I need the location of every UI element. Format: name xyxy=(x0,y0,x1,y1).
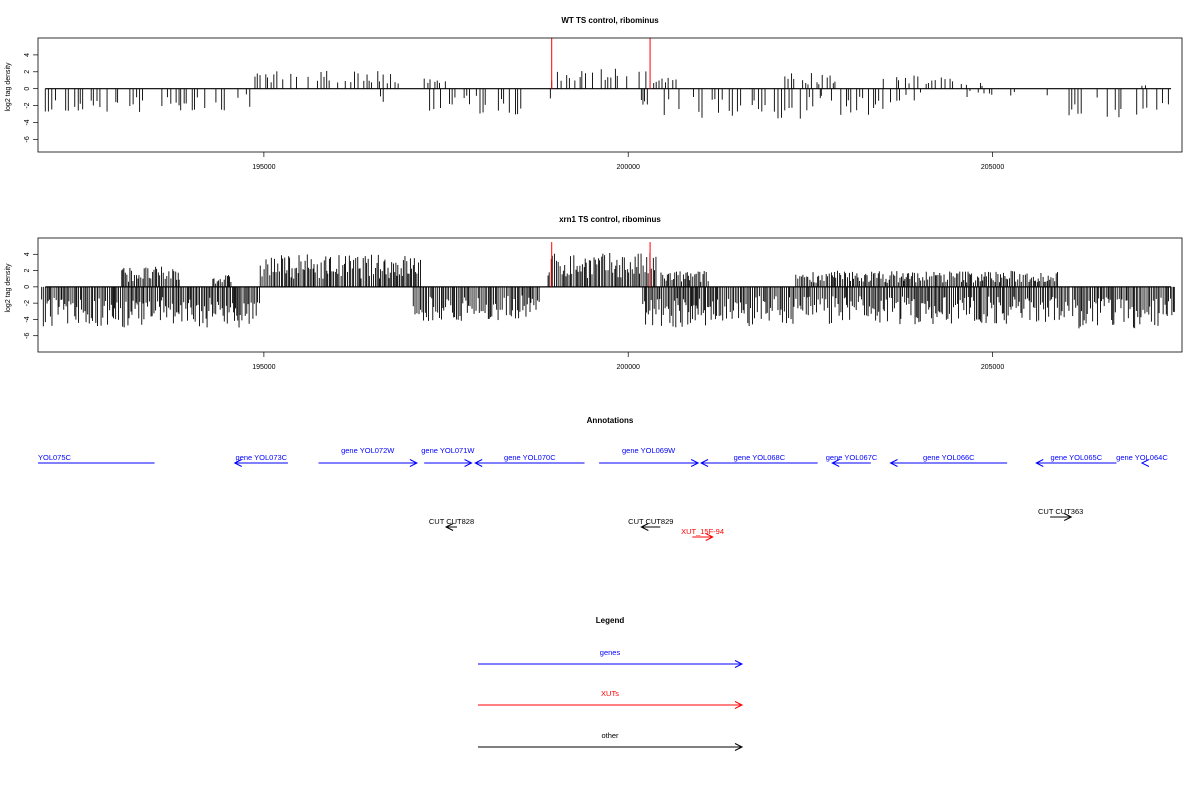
y-tick-label: -4 xyxy=(24,119,31,125)
arrow-head xyxy=(1064,513,1073,521)
panel-1-title: WT TS control, ribominus xyxy=(561,16,659,25)
x-tick-label: 200000 xyxy=(617,364,640,371)
gene-label: gene YOL070C xyxy=(504,453,556,462)
gene-arrow: gene YOL072W xyxy=(318,446,419,467)
gene-arrow: gene YOL065C xyxy=(1035,453,1117,467)
legend-item: other xyxy=(478,731,744,751)
y-tick-label: 4 xyxy=(24,252,31,256)
x-tick-label: 195000 xyxy=(252,364,275,371)
gene-label: gene YOL067C xyxy=(826,453,878,462)
legend: genes XUTs other xyxy=(478,648,744,751)
x-tick-label: 205000 xyxy=(981,164,1004,171)
gene-arrow: gene YOL066C xyxy=(889,453,1008,467)
legend-item: genes xyxy=(478,648,744,668)
gene-label: gene YOL068C xyxy=(734,453,786,462)
panel-1-ylabel: log2 tag density xyxy=(5,62,12,112)
y-tick-label: 0 xyxy=(24,87,31,91)
other-arrow: CUT CUT363 xyxy=(1038,507,1083,521)
panel-1-x-axis: 195000 200000 205000 xyxy=(252,152,1004,171)
x-tick-label: 195000 xyxy=(252,164,275,171)
other-label: CUT CUT829 xyxy=(628,517,673,526)
y-tick-label: 0 xyxy=(24,285,31,289)
y-tick-label: 4 xyxy=(24,53,31,57)
gene-label: gene YOL069W xyxy=(622,446,676,455)
gene-label: gene YOL065C xyxy=(1051,453,1103,462)
gene-label: gene YOL073C xyxy=(236,453,288,462)
y-tick-label: 2 xyxy=(24,269,31,273)
arrow-head xyxy=(409,459,419,467)
gene-arrow: YOL075C xyxy=(38,453,155,464)
legend-label: XUTs xyxy=(601,689,619,698)
arrow-head xyxy=(474,459,483,467)
panel-2-ylabel: log2 tag density xyxy=(5,263,12,313)
legend-item: XUTs xyxy=(478,689,744,709)
arrow-head xyxy=(233,459,242,467)
other-arrow: CUT CUT828 xyxy=(429,517,474,531)
arrow-head xyxy=(889,459,898,467)
gene-arrow: gene YOL069W xyxy=(599,446,700,467)
annotations-title: Annotations xyxy=(587,416,634,425)
panel-2-title: xrn1 TS control, ribominus xyxy=(559,215,661,224)
panel-2-bars xyxy=(41,252,1175,329)
arrow-head xyxy=(705,533,714,541)
gene-arrow: gene YOL068C xyxy=(699,453,818,467)
xut-label: XUT_15F-94 xyxy=(681,527,724,536)
xut-arrow: XUT_15F-94 xyxy=(681,527,724,541)
arrow-head xyxy=(640,523,649,531)
arrow-head xyxy=(464,459,473,467)
legend-title: Legend xyxy=(596,616,625,625)
gene-label: gene YOL071W xyxy=(421,446,475,455)
y-tick-label: -2 xyxy=(24,102,31,108)
legend-label: genes xyxy=(600,648,621,657)
x-tick-label: 200000 xyxy=(617,164,640,171)
arrow-head xyxy=(1035,459,1044,467)
gene-arrow: gene YOL071W xyxy=(421,446,475,467)
panel-1-bars xyxy=(44,68,1172,119)
other-arrow: CUT CUT829 xyxy=(628,517,673,531)
gene-arrow: gene YOL064C xyxy=(1116,453,1168,467)
y-tick-label: -6 xyxy=(24,333,31,339)
y-tick-label: -6 xyxy=(24,136,31,142)
other-label: CUT CUT363 xyxy=(1038,507,1083,516)
annotation-tracks: YOL075C gene YOL073C gene YOL072W gene YOL0… xyxy=(38,446,1168,541)
panel-2-y-axis: 4 2 0 -2 -4 -6 xyxy=(24,252,38,339)
arrow-head xyxy=(734,660,744,668)
gene-label: gene YOL066C xyxy=(923,453,975,462)
panel-2-red-marks xyxy=(551,242,651,287)
gene-label: gene YOL072W xyxy=(341,446,395,455)
arrow-head xyxy=(734,701,744,709)
gene-arrow: gene YOL067C xyxy=(826,453,878,467)
arrow-head xyxy=(1140,459,1150,467)
panel-2-x-axis: 195000 200000 205000 xyxy=(252,352,1004,371)
gene-arrow: gene YOL070C xyxy=(474,453,585,467)
arrow-head xyxy=(444,523,454,531)
gene-label: gene YOL064C xyxy=(1116,453,1168,462)
gene-label: YOL075C xyxy=(38,453,72,462)
panel-1-frame xyxy=(37,37,1183,153)
gene-arrow: gene YOL073C xyxy=(233,453,288,467)
y-tick-label: -4 xyxy=(24,316,31,322)
y-tick-label: -2 xyxy=(24,300,31,306)
arrow-head xyxy=(734,743,744,751)
panel-1-red-marks xyxy=(551,38,651,89)
panel-2-frame xyxy=(37,237,1183,353)
panel-1-y-axis: 4 2 0 -2 -4 -6 xyxy=(24,53,38,142)
x-tick-label: 205000 xyxy=(981,364,1004,371)
other-label: CUT CUT828 xyxy=(429,517,474,526)
legend-label: other xyxy=(601,731,619,740)
arrow-head xyxy=(831,459,840,467)
y-tick-label: 2 xyxy=(24,70,31,74)
arrow-head xyxy=(699,459,709,467)
arrow-head xyxy=(690,459,700,467)
